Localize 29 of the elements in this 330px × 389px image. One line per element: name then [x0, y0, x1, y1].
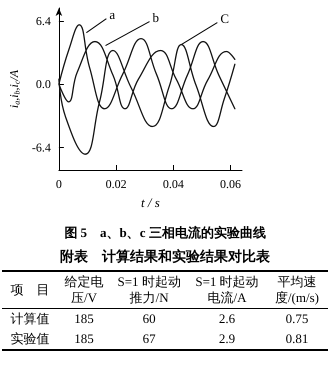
- x-tick-label: 0.06: [220, 177, 242, 191]
- annotation: a: [109, 7, 116, 22]
- text: 平均速度/(m/s): [274, 273, 320, 307]
- caption: 图 5 a、b、c 三相电流的实验曲线: [63, 224, 267, 242]
- text: S=1 时起动推力/N: [116, 273, 182, 307]
- text: 2.6: [218, 310, 236, 328]
- text: 实验值: [9, 330, 50, 348]
- text: 67: [142, 330, 157, 348]
- text: 附表 计算结果和实验结果对比表: [59, 248, 271, 266]
- text: 给定电压/V: [63, 273, 104, 307]
- text: 60: [142, 310, 157, 328]
- y-tick-label: -6.4: [32, 140, 51, 154]
- text: 185: [73, 330, 95, 348]
- y-tick-label: 0.0: [36, 77, 51, 92]
- y-tick-label: 6.4: [36, 14, 51, 28]
- y-axis-title: ia,ib,ic/A: [7, 69, 22, 108]
- annotation: b: [152, 10, 160, 26]
- x-tick-label: 0.02: [106, 177, 127, 191]
- text: 0.81: [284, 330, 310, 348]
- annotation: C: [220, 11, 230, 26]
- text: 185: [73, 310, 95, 328]
- text: 2.9: [218, 330, 236, 348]
- text: 项 目: [9, 281, 50, 299]
- x-tick-label: 0: [56, 177, 62, 191]
- text: 0.75: [284, 310, 310, 328]
- text: 计算值: [9, 310, 50, 328]
- x-tick-label: 0.04: [162, 177, 184, 191]
- x-axis-title: t / s: [141, 195, 160, 210]
- text: S=1 时起动电流/A: [194, 273, 260, 307]
